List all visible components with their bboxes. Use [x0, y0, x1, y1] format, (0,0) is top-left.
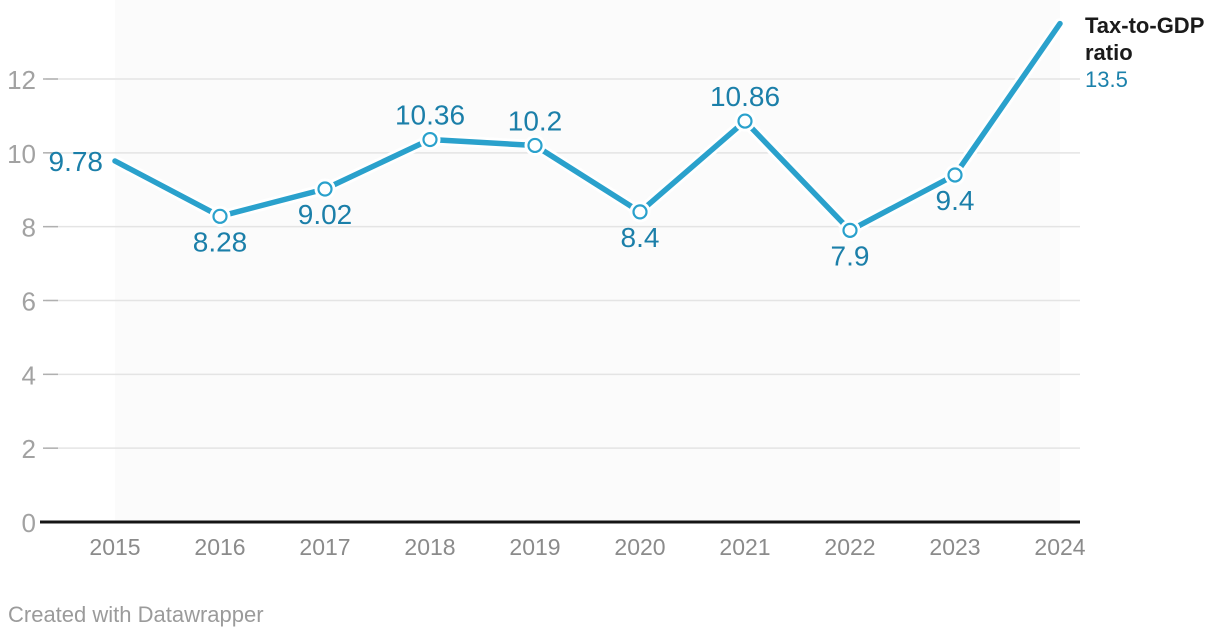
data-point-marker[interactable] [212, 208, 228, 224]
series-legend: Tax-to-GDP ratio 13.5 [1085, 12, 1217, 93]
value-label: 7.9 [831, 240, 870, 271]
x-axis-label: 2020 [614, 534, 665, 560]
data-point-marker[interactable] [422, 131, 438, 148]
x-axis-label: 2024 [1034, 534, 1085, 560]
value-label: 9.02 [298, 199, 353, 230]
value-label: 8.28 [193, 226, 248, 257]
data-point-marker[interactable] [737, 113, 753, 129]
y-axis-label: 2 [22, 434, 36, 464]
x-axis-label: 2017 [299, 534, 350, 560]
value-label: 8.4 [621, 222, 660, 253]
value-label: 10.86 [710, 81, 780, 112]
series-end-value-label: 13.5 [1085, 67, 1128, 92]
x-axis-label: 2023 [929, 534, 980, 560]
y-axis-label: 8 [22, 213, 36, 243]
x-axis-label: 2022 [824, 534, 875, 560]
data-point-marker[interactable] [527, 137, 543, 154]
y-axis-label: 6 [22, 287, 36, 317]
attribution-link[interactable]: Created with Datawrapper [8, 602, 264, 627]
y-axis-label: 0 [22, 508, 36, 538]
x-axis-label: 2019 [509, 534, 560, 560]
value-label: 10.2 [508, 105, 563, 136]
data-point-marker[interactable] [947, 167, 963, 183]
y-axis-label: 4 [22, 360, 36, 390]
value-label: 9.4 [936, 185, 975, 216]
x-axis-label: 2021 [719, 534, 770, 560]
line-chart: 0 2 4 6 8 10 12 2015 2016 2017 2018 2019 2020 2021 202… [7, 0, 1086, 560]
value-label: 10.36 [395, 100, 465, 131]
x-axis-label: 2016 [194, 534, 245, 560]
y-axis-label: 10 [7, 139, 36, 169]
data-line [112, 20, 1063, 234]
value-label: 9.78 [49, 146, 104, 177]
data-point-marker[interactable] [632, 204, 648, 220]
y-axis-label: 12 [7, 65, 36, 95]
series-label: Tax-to-GDP ratio [1085, 13, 1204, 65]
data-point-marker[interactable] [317, 181, 333, 197]
plot-background [115, 0, 1060, 522]
x-axis-label: 2015 [89, 534, 140, 560]
x-axis-label: 2018 [404, 534, 455, 560]
data-point-marker[interactable] [842, 222, 858, 238]
